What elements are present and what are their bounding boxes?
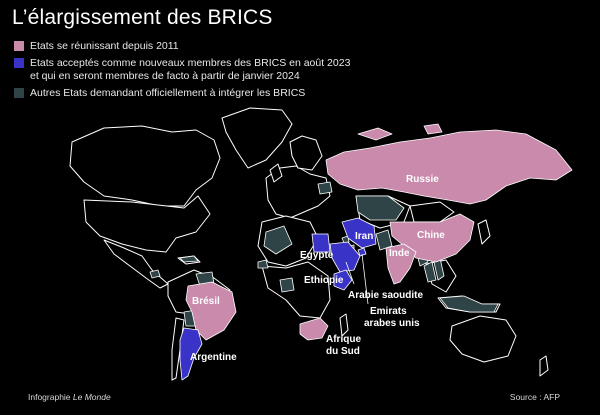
candidate-algeria <box>263 225 293 255</box>
region-canada <box>69 125 221 207</box>
region-greenland <box>221 107 293 169</box>
legend-label-new-members: Etats acceptés comme nouveaux membres de… <box>30 57 351 82</box>
region-usa <box>83 195 211 253</box>
candidate-nigeria <box>279 277 295 293</box>
candidate-cuba <box>179 255 199 263</box>
legend-swatch-brics <box>14 41 24 51</box>
label-arabie-saoudite: Arabie saoudite <box>348 290 423 301</box>
label-emirats-2: arabes unis <box>364 318 420 329</box>
legend-label-brics: Etats se réunissant depuis 2011 <box>30 40 179 52</box>
credit-prefix: Infographie <box>28 392 73 402</box>
candidate-belarus <box>317 181 333 195</box>
legend-item-new-members: Etats acceptés comme nouveaux membres de… <box>14 57 350 83</box>
legend-swatch-new-members <box>14 58 24 68</box>
label-egypte: Egypte <box>300 250 334 261</box>
region-chile <box>171 317 185 381</box>
label-chine: Chine <box>417 230 445 241</box>
country-brazil <box>185 281 237 341</box>
candidate-senegal <box>257 259 269 269</box>
legend-item-brics: Etats se réunissant depuis 2011 <box>14 40 350 53</box>
region-australia <box>449 315 517 363</box>
legend-swatch-candidates <box>14 88 24 98</box>
label-emirats-1: Emirats <box>370 306 407 317</box>
label-afrique-1: Afrique <box>326 334 361 345</box>
legend-item-candidates: Autres Etats demandant officiellement à … <box>14 87 350 100</box>
candidate-kazakhstan <box>355 195 405 221</box>
candidate-thailand <box>423 261 437 283</box>
label-iran: Iran <box>355 231 373 242</box>
label-russie: Russie <box>406 174 439 185</box>
region-europe <box>265 165 331 219</box>
leader-uae <box>361 253 369 305</box>
label-afrique-2: du Sud <box>326 346 360 357</box>
candidate-kuwait <box>341 235 350 244</box>
country-uae <box>357 247 367 257</box>
country-india <box>385 243 417 285</box>
region-new-zealand <box>539 355 549 377</box>
region-scandinavia <box>289 135 323 171</box>
country-argentina <box>179 327 203 381</box>
country-russia <box>325 129 573 205</box>
candidate-pakistan <box>375 229 393 251</box>
country-ethiopia <box>333 269 353 291</box>
region-mongolia <box>409 201 455 223</box>
legend: Etats se réunissant depuis 2011 Etats ac… <box>14 40 350 104</box>
region-uk <box>269 163 283 183</box>
label-ethiopie: Ethiopie <box>304 275 344 286</box>
country-iran <box>341 217 377 249</box>
region-japan <box>477 219 491 245</box>
candidate-honduras <box>149 269 161 279</box>
country-south-africa <box>299 317 329 341</box>
country-russia-island-north <box>357 127 393 141</box>
leader-saudi <box>345 261 355 285</box>
label-bresil: Brésil <box>192 296 220 307</box>
map-title: L’élargissement des BRICS <box>12 6 273 29</box>
region-central-africa <box>261 261 331 319</box>
label-argentine: Argentine <box>190 352 237 363</box>
country-egypt <box>311 233 331 253</box>
country-saudi-arabia <box>329 241 361 273</box>
credit-source: Le Monde <box>72 392 111 402</box>
source-note: Source : AFP <box>509 392 560 402</box>
region-madagascar <box>339 313 349 337</box>
credit: Infographie Le Monde <box>28 392 111 402</box>
label-inde: Inde <box>389 248 410 259</box>
country-russia-island-east <box>423 123 443 135</box>
legend-label-candidates: Autres Etats demandant officiellement à … <box>30 87 306 99</box>
candidate-indonesia <box>439 295 499 313</box>
